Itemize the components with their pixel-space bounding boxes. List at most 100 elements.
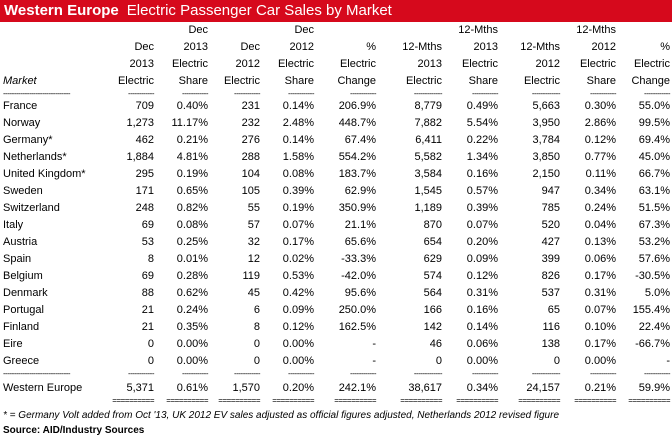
- table-row: Norway 1,273 11.17% 232 2.48% 448.7% 7,882 5.54…: [0, 115, 672, 132]
- table-cell: 0.39%: [282, 185, 314, 197]
- row-label: Greece: [3, 355, 40, 367]
- table-cell: 2012: [535, 58, 560, 70]
- table-cell: 0.00%: [282, 355, 314, 367]
- table-row: Denmark 88 0.62% 45 0.42% 95.6% 564 0.31% 537 0.3…: [0, 285, 672, 302]
- table-cell: ==========: [628, 397, 670, 405]
- table-row: Greece 0 0.00% 0 0.00% - 0 0.00% 0 0.00% -: [0, 353, 672, 370]
- table-cell: 183.7%: [338, 168, 376, 180]
- table-cell: 53: [141, 236, 154, 248]
- table-cell: 22.4%: [638, 321, 670, 333]
- source-line: Source: AID/Industry Sources: [3, 425, 145, 436]
- row-label: Denmark: [3, 287, 48, 299]
- table-cell: Share: [284, 75, 314, 87]
- table-cell: 67.4%: [344, 134, 376, 146]
- table-row: Portugal 21 0.24% 6 0.09% 250.0% 166 0.16% 65 0.0…: [0, 302, 672, 319]
- separator-row: ------------------------------- ---------…: [0, 90, 672, 98]
- table-cell: 0.12%: [466, 270, 498, 282]
- table-cell: 0.09%: [282, 304, 314, 316]
- table-cell: 0.17%: [584, 338, 616, 350]
- table-cell: ==========: [334, 397, 376, 405]
- table-cell: 1.58%: [282, 151, 314, 163]
- table-cell: 0.19%: [282, 202, 314, 214]
- table-cell: 12-Mths: [402, 41, 442, 53]
- title-region: Western Europe: [4, 2, 119, 19]
- table-cell: 629: [423, 253, 442, 265]
- table-cell: 0.49%: [466, 100, 498, 112]
- row-label: Netherlands*: [3, 151, 67, 163]
- table-cell: 0.17%: [282, 236, 314, 248]
- table-cell: ------------: [350, 90, 376, 98]
- table-cell: 2012: [235, 58, 260, 70]
- table-cell: Electric: [579, 58, 616, 70]
- table-cell: 0.11%: [585, 168, 616, 180]
- table-cell: 69.4%: [638, 134, 670, 146]
- table-cell: ------------: [182, 370, 208, 378]
- table-cell: 0.14%: [282, 134, 314, 146]
- table-cell: 0.00%: [176, 355, 208, 367]
- table-cell: Dec: [134, 41, 154, 53]
- table-cell: [500, 22, 562, 39]
- table-cell: 0.53%: [282, 270, 314, 282]
- table-cell: ==========: [574, 397, 616, 405]
- table-cell: 6: [253, 304, 260, 316]
- table-cell: 0.09%: [466, 253, 498, 265]
- table-cell: 95.6%: [344, 287, 376, 299]
- table-cell: 0.14%: [466, 321, 498, 333]
- table-cell: 12: [247, 253, 260, 265]
- table-cell: 2012: [591, 41, 616, 53]
- table-cell: 99.5%: [638, 117, 670, 129]
- table-cell: 0.02%: [282, 253, 314, 265]
- table-cell: 57.6%: [638, 253, 670, 265]
- table-cell: 0.21%: [176, 134, 208, 146]
- table-cell: 785: [541, 202, 560, 214]
- table-cell: 116: [542, 321, 560, 333]
- row-label: Western Europe: [3, 382, 83, 394]
- table-cell: Electric: [223, 75, 260, 87]
- table-cell: ==========: [456, 397, 498, 405]
- table-cell: 2012: [289, 41, 314, 53]
- table-cell: 1,273: [126, 117, 154, 129]
- table-cell: 0: [553, 355, 560, 367]
- table-cell: 12-Mths: [576, 24, 616, 36]
- table-cell: 5,371: [126, 382, 154, 394]
- table-cell: Dec: [188, 24, 208, 36]
- table-cell: 0.17%: [584, 270, 616, 282]
- table-cell: Share: [178, 75, 208, 87]
- table-cell: 166: [423, 304, 442, 316]
- table-cell: 0.77%: [584, 151, 616, 163]
- table-cell: 0.00%: [584, 355, 616, 367]
- table-cell: 88: [141, 287, 154, 299]
- table-cell: 654: [423, 236, 442, 248]
- table-cell: [108, 22, 156, 39]
- table-cell: 55: [247, 202, 260, 214]
- row-label: France: [3, 100, 38, 112]
- table-cell: 0.21%: [584, 382, 616, 394]
- table-cell: 0.07%: [282, 219, 314, 231]
- table-cell: 105: [241, 185, 260, 197]
- table-cell: 427: [541, 236, 560, 248]
- table-cell: 2.86%: [584, 117, 616, 129]
- table-cell: -------------: [531, 370, 561, 378]
- table-cell: 8,779: [414, 100, 442, 112]
- table-cell: 232: [241, 117, 260, 129]
- table-cell: 0.34%: [584, 185, 616, 197]
- table-row: Austria 53 0.25% 32 0.17% 65.6% 654 0.20% 427 0.1…: [0, 234, 672, 251]
- table-cell: -30.5%: [635, 270, 670, 282]
- table-cell: 21: [141, 321, 154, 333]
- table-row: Belgium 69 0.28% 119 0.53% -42.0% 574 0.12% 826 0…: [0, 268, 672, 285]
- table-cell: ------------: [234, 370, 260, 378]
- table-cell: Electric: [633, 58, 670, 70]
- table-cell: 0.10%: [584, 321, 616, 333]
- table-cell: 0.82%: [176, 202, 208, 214]
- table-cell: ------------: [472, 90, 498, 98]
- table-cell: 12-Mths: [520, 41, 560, 53]
- table-cell: 0.13%: [584, 236, 616, 248]
- table-cell: 24,157: [526, 382, 560, 394]
- table-cell: 0.07%: [584, 304, 616, 316]
- table-cell: 574: [423, 270, 442, 282]
- table-cell: 45.0%: [638, 151, 670, 163]
- table-cell: 0.42%: [282, 287, 314, 299]
- table-cell: ------------: [182, 90, 208, 98]
- table-cell: ==========: [518, 397, 560, 405]
- table-cell: 65.6%: [344, 236, 376, 248]
